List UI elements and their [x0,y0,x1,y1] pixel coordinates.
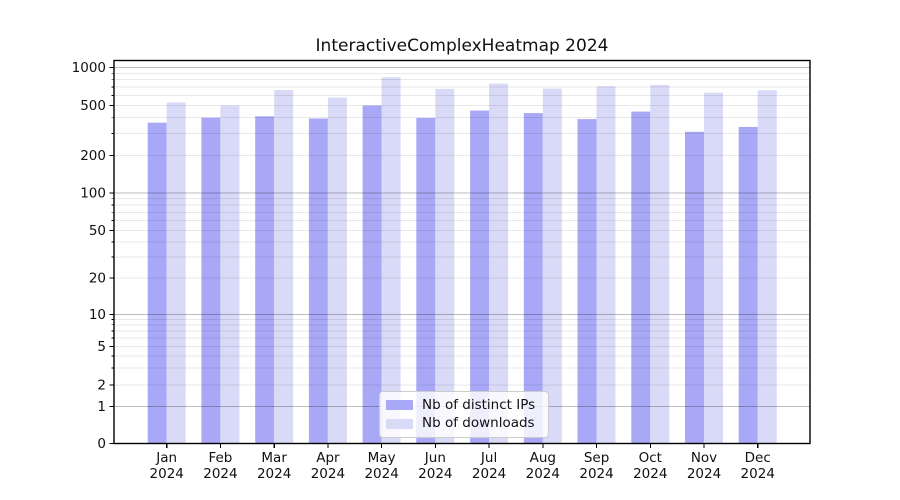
bar-ips-jul [470,110,490,444]
x-tick-label-month: Apr [316,450,340,466]
chart-title: InteractiveComplexHeatmap 2024 [315,36,609,56]
legend-label-distinct-ips: Nb of distinct IPs [422,396,536,413]
x-tick-label-month: Dec [745,450,771,466]
y-tick-label-0: 0 [97,436,106,452]
legend-swatch-downloads-icon [386,418,413,429]
y-tick-label-50: 50 [89,223,106,239]
x-tick-label-year: 2024 [526,466,560,482]
bar-ips-mar [255,116,275,444]
bar-ips-aug [523,113,543,444]
y-tick-label-1000: 1000 [72,60,106,76]
bar-downloads-sep [596,86,616,444]
legend-swatch-distinct-ips-icon [386,400,413,411]
bar-downloads-jul [489,83,509,444]
x-tick-label-year: 2024 [472,466,506,482]
x-tick-label-month: Nov [691,450,717,466]
bar-ips-sep [577,119,597,444]
x-tick-label-year: 2024 [257,466,291,482]
x-tick-label-year: 2024 [741,466,775,482]
y-tick-label-200: 200 [80,148,106,164]
bar-ips-may [362,105,382,444]
x-tick-label-month: Mar [261,450,287,466]
x-tick-label-month: May [368,450,396,466]
bar-ips-jan [147,122,167,444]
y-tick-label-500: 500 [80,98,106,114]
plot-frame [113,59,811,445]
bar-downloads-jun [435,88,455,444]
bar-ips-feb [201,117,221,444]
x-tick-label-year: 2024 [150,466,184,482]
x-tick-label-month: Aug [530,450,556,466]
bar-downloads-feb [220,105,240,444]
bar-downloads-jan [166,102,186,444]
legend-item-downloads: Nb of downloads [386,415,540,431]
y-tick-label-1: 1 [97,399,106,415]
bar-downloads-dec [757,90,777,444]
x-tick-label-year: 2024 [633,466,667,482]
y-tick-label-10: 10 [89,307,106,323]
x-tick-label-year: 2024 [687,466,721,482]
legend-item-distinct-ips: Nb of distinct IPs [386,396,540,413]
y-tick-label-2: 2 [97,378,106,394]
x-tick-label-year: 2024 [311,466,345,482]
x-tick-label-month: Sep [584,450,609,466]
bar-downloads-nov [704,92,723,444]
bar-downloads-may [381,77,401,444]
chart-legend: Nb of distinct IPs Nb of downloads [379,391,549,438]
y-tick-label-5: 5 [97,339,106,355]
x-tick-label-month: Oct [639,450,662,466]
x-tick-label-month: Feb [208,450,232,466]
legend-label-downloads: Nb of downloads [422,415,535,431]
bar-ips-jun [416,117,436,444]
x-tick-label-year: 2024 [418,466,452,482]
x-tick-label-month: Jul [480,450,497,466]
bar-ips-apr [308,118,328,444]
bar-downloads-aug [542,88,562,444]
x-tick-label-year: 2024 [364,466,398,482]
x-tick-label-year: 2024 [203,466,237,482]
bar-ips-oct [631,111,651,444]
y-tick-label-20: 20 [89,271,106,287]
y-tick-label-100: 100 [80,186,106,202]
x-tick-label-year: 2024 [579,466,613,482]
bar-downloads-apr [327,97,347,444]
x-tick-label-month: Jan [155,450,177,466]
bar-downloads-oct [650,84,670,444]
bar-ips-nov [685,131,704,444]
x-tick-label-month: Jun [424,450,446,466]
bar-ips-dec [738,126,758,444]
bar-downloads-mar [274,90,294,444]
